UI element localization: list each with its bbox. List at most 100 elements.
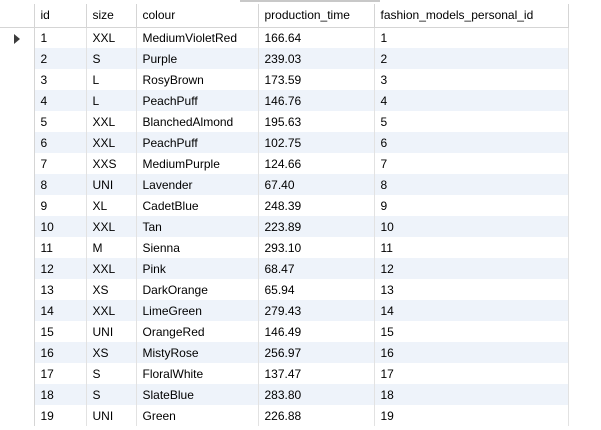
table-row[interactable]: 14 XXL LimeGreen 279.43 14 <box>0 300 569 321</box>
table-row[interactable]: 11 M Sienna 293.10 11 <box>0 237 569 258</box>
column-header-colour[interactable]: colour <box>136 4 259 28</box>
table-row[interactable]: 9 XL CadetBlue 248.39 9 <box>0 195 569 216</box>
table-row[interactable]: 18 S SlateBlue 283.80 18 <box>0 384 569 405</box>
cell-fashion-models-personal-id[interactable]: 4 <box>374 90 569 111</box>
cell-size[interactable]: XS <box>86 279 137 300</box>
table-row[interactable]: 19 UNI Green 226.88 19 <box>0 405 569 426</box>
cell-size[interactable]: L <box>86 90 137 111</box>
cell-fashion-models-personal-id[interactable]: 1 <box>374 27 569 48</box>
cell-production-time[interactable]: 102.75 <box>258 132 375 153</box>
cell-size[interactable]: XL <box>86 195 137 216</box>
cell-fashion-models-personal-id[interactable]: 3 <box>374 69 569 90</box>
cell-production-time[interactable]: 68.47 <box>258 258 375 279</box>
cell-fashion-models-personal-id[interactable]: 5 <box>374 111 569 132</box>
cell-fashion-models-personal-id[interactable]: 14 <box>374 300 569 321</box>
cell-id[interactable]: 7 <box>34 153 87 174</box>
cell-production-time[interactable]: 223.89 <box>258 216 375 237</box>
cell-colour[interactable]: CadetBlue <box>136 195 259 216</box>
cell-colour[interactable]: Green <box>136 405 259 426</box>
table-row[interactable]: 8 UNI Lavender 67.40 8 <box>0 174 569 195</box>
cell-fashion-models-personal-id[interactable]: 7 <box>374 153 569 174</box>
cell-id[interactable]: 6 <box>34 132 87 153</box>
table-row[interactable]: 3 L RosyBrown 173.59 3 <box>0 69 569 90</box>
cell-colour[interactable]: FloralWhite <box>136 363 259 384</box>
cell-production-time[interactable]: 248.39 <box>258 195 375 216</box>
table-row[interactable]: 15 UNI OrangeRed 146.49 15 <box>0 321 569 342</box>
row-selector[interactable] <box>0 405 35 426</box>
cell-size[interactable]: UNI <box>86 405 137 426</box>
cell-production-time[interactable]: 146.49 <box>258 321 375 342</box>
cell-id[interactable]: 4 <box>34 90 87 111</box>
row-selector[interactable] <box>0 300 35 321</box>
cell-fashion-models-personal-id[interactable]: 9 <box>374 195 569 216</box>
cell-colour[interactable]: PeachPuff <box>136 90 259 111</box>
cell-colour[interactable]: Purple <box>136 48 259 69</box>
cell-size[interactable]: UNI <box>86 174 137 195</box>
cell-id[interactable]: 3 <box>34 69 87 90</box>
cell-production-time[interactable]: 137.47 <box>258 363 375 384</box>
cell-size[interactable]: XXL <box>86 132 137 153</box>
cell-fashion-models-personal-id[interactable]: 16 <box>374 342 569 363</box>
cell-colour[interactable]: MediumVioletRed <box>136 27 259 48</box>
cell-fashion-models-personal-id[interactable]: 13 <box>374 279 569 300</box>
cell-colour[interactable]: MistyRose <box>136 342 259 363</box>
cell-id[interactable]: 10 <box>34 216 87 237</box>
cell-id[interactable]: 15 <box>34 321 87 342</box>
cell-colour[interactable]: DarkOrange <box>136 279 259 300</box>
cell-production-time[interactable]: 173.59 <box>258 69 375 90</box>
table-row[interactable]: 7 XXS MediumPurple 124.66 7 <box>0 153 569 174</box>
row-selector[interactable] <box>0 342 35 363</box>
cell-size[interactable]: S <box>86 384 137 405</box>
row-selector[interactable] <box>0 363 35 384</box>
cell-size[interactable]: XXL <box>86 258 137 279</box>
table-row[interactable]: 16 XS MistyRose 256.97 16 <box>0 342 569 363</box>
cell-id[interactable]: 9 <box>34 195 87 216</box>
cell-size[interactable]: XS <box>86 342 137 363</box>
table-row[interactable]: 4 L PeachPuff 146.76 4 <box>0 90 569 111</box>
cell-id[interactable]: 12 <box>34 258 87 279</box>
cell-size[interactable]: S <box>86 48 137 69</box>
cell-fashion-models-personal-id[interactable]: 12 <box>374 258 569 279</box>
cell-production-time[interactable]: 239.03 <box>258 48 375 69</box>
cell-size[interactable]: XXL <box>86 300 137 321</box>
row-selector[interactable] <box>0 27 35 48</box>
cell-id[interactable]: 17 <box>34 363 87 384</box>
cell-colour[interactable]: Pink <box>136 258 259 279</box>
cell-size[interactable]: XXL <box>86 216 137 237</box>
cell-id[interactable]: 13 <box>34 279 87 300</box>
cell-fashion-models-personal-id[interactable]: 8 <box>374 174 569 195</box>
cell-size[interactable]: S <box>86 363 137 384</box>
row-selector[interactable] <box>0 384 35 405</box>
cell-fashion-models-personal-id[interactable]: 11 <box>374 237 569 258</box>
row-selector[interactable] <box>0 216 35 237</box>
row-selector-header[interactable] <box>0 4 35 28</box>
row-selector[interactable] <box>0 153 35 174</box>
table-row[interactable]: 1 XXL MediumVioletRed 166.64 1 <box>0 27 569 48</box>
cell-fashion-models-personal-id[interactable]: 6 <box>374 132 569 153</box>
cell-fashion-models-personal-id[interactable]: 10 <box>374 216 569 237</box>
cell-id[interactable]: 14 <box>34 300 87 321</box>
cell-colour[interactable]: MediumPurple <box>136 153 259 174</box>
cell-id[interactable]: 5 <box>34 111 87 132</box>
cell-id[interactable]: 11 <box>34 237 87 258</box>
table-row[interactable]: 6 XXL PeachPuff 102.75 6 <box>0 132 569 153</box>
cell-colour[interactable]: Tan <box>136 216 259 237</box>
cell-colour[interactable]: OrangeRed <box>136 321 259 342</box>
row-selector[interactable] <box>0 69 35 90</box>
row-selector[interactable] <box>0 111 35 132</box>
row-selector[interactable] <box>0 48 35 69</box>
cell-production-time[interactable]: 195.63 <box>258 111 375 132</box>
cell-production-time[interactable]: 226.88 <box>258 405 375 426</box>
cell-fashion-models-personal-id[interactable]: 19 <box>374 405 569 426</box>
cell-production-time[interactable]: 293.10 <box>258 237 375 258</box>
cell-production-time[interactable]: 283.80 <box>258 384 375 405</box>
cell-id[interactable]: 19 <box>34 405 87 426</box>
cell-colour[interactable]: LimeGreen <box>136 300 259 321</box>
table-row[interactable]: 17 S FloralWhite 137.47 17 <box>0 363 569 384</box>
table-row[interactable]: 12 XXL Pink 68.47 12 <box>0 258 569 279</box>
cell-size[interactable]: XXS <box>86 153 137 174</box>
cell-production-time[interactable]: 65.94 <box>258 279 375 300</box>
cell-production-time[interactable]: 124.66 <box>258 153 375 174</box>
row-selector[interactable] <box>0 90 35 111</box>
table-row[interactable]: 2 S Purple 239.03 2 <box>0 48 569 69</box>
